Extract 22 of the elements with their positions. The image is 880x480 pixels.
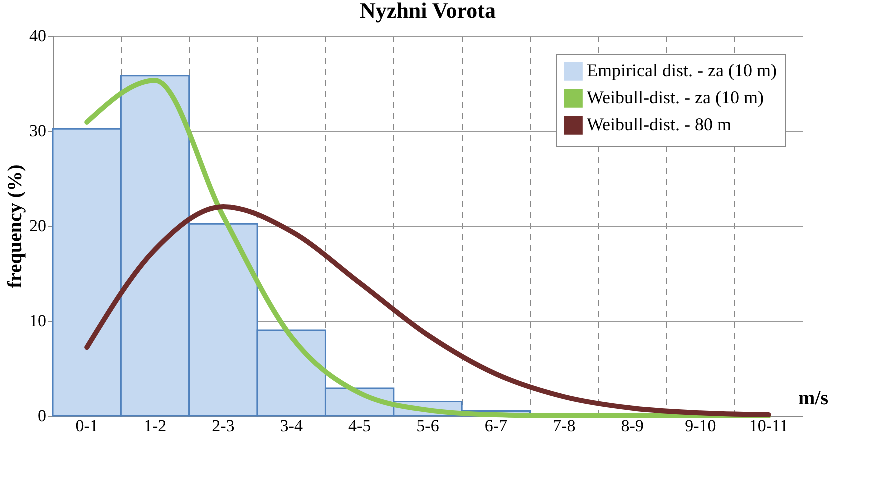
- chart-title: Nyzhni Vorota: [360, 0, 496, 23]
- x-tick-label: 2-3: [212, 416, 235, 436]
- y-tick-label: 40: [30, 26, 46, 46]
- legend-label: Weibull-dist. - 80 m: [587, 114, 732, 134]
- x-tick-label: 1-2: [144, 416, 167, 436]
- x-tick-label: 4-5: [348, 416, 372, 436]
- y-tick-label: 10: [30, 312, 46, 330]
- y-tick-label: 0: [38, 406, 46, 426]
- x-tick-label: 6-7: [484, 416, 508, 436]
- y-tick-label: 20: [30, 216, 46, 236]
- x-tick-label: 3-4: [280, 416, 304, 436]
- y-tick-label: 30: [30, 122, 46, 140]
- x-tick-label: 8-9: [621, 416, 644, 436]
- x-tick-label: 0-1: [76, 416, 98, 436]
- x-tick-label: 7-8: [553, 416, 576, 436]
- x-axis-title: m/s: [798, 388, 829, 410]
- y-axis-title: frequency (%): [4, 164, 26, 288]
- legend-label: Empirical dist. - za (10 m): [587, 60, 777, 80]
- x-tick-label: 5-6: [416, 416, 440, 436]
- legend-label: Weibull-dist. - za (10 m): [587, 88, 764, 108]
- x-tick-label: 10-11: [749, 416, 788, 436]
- x-tick-label: 9-10: [685, 416, 716, 436]
